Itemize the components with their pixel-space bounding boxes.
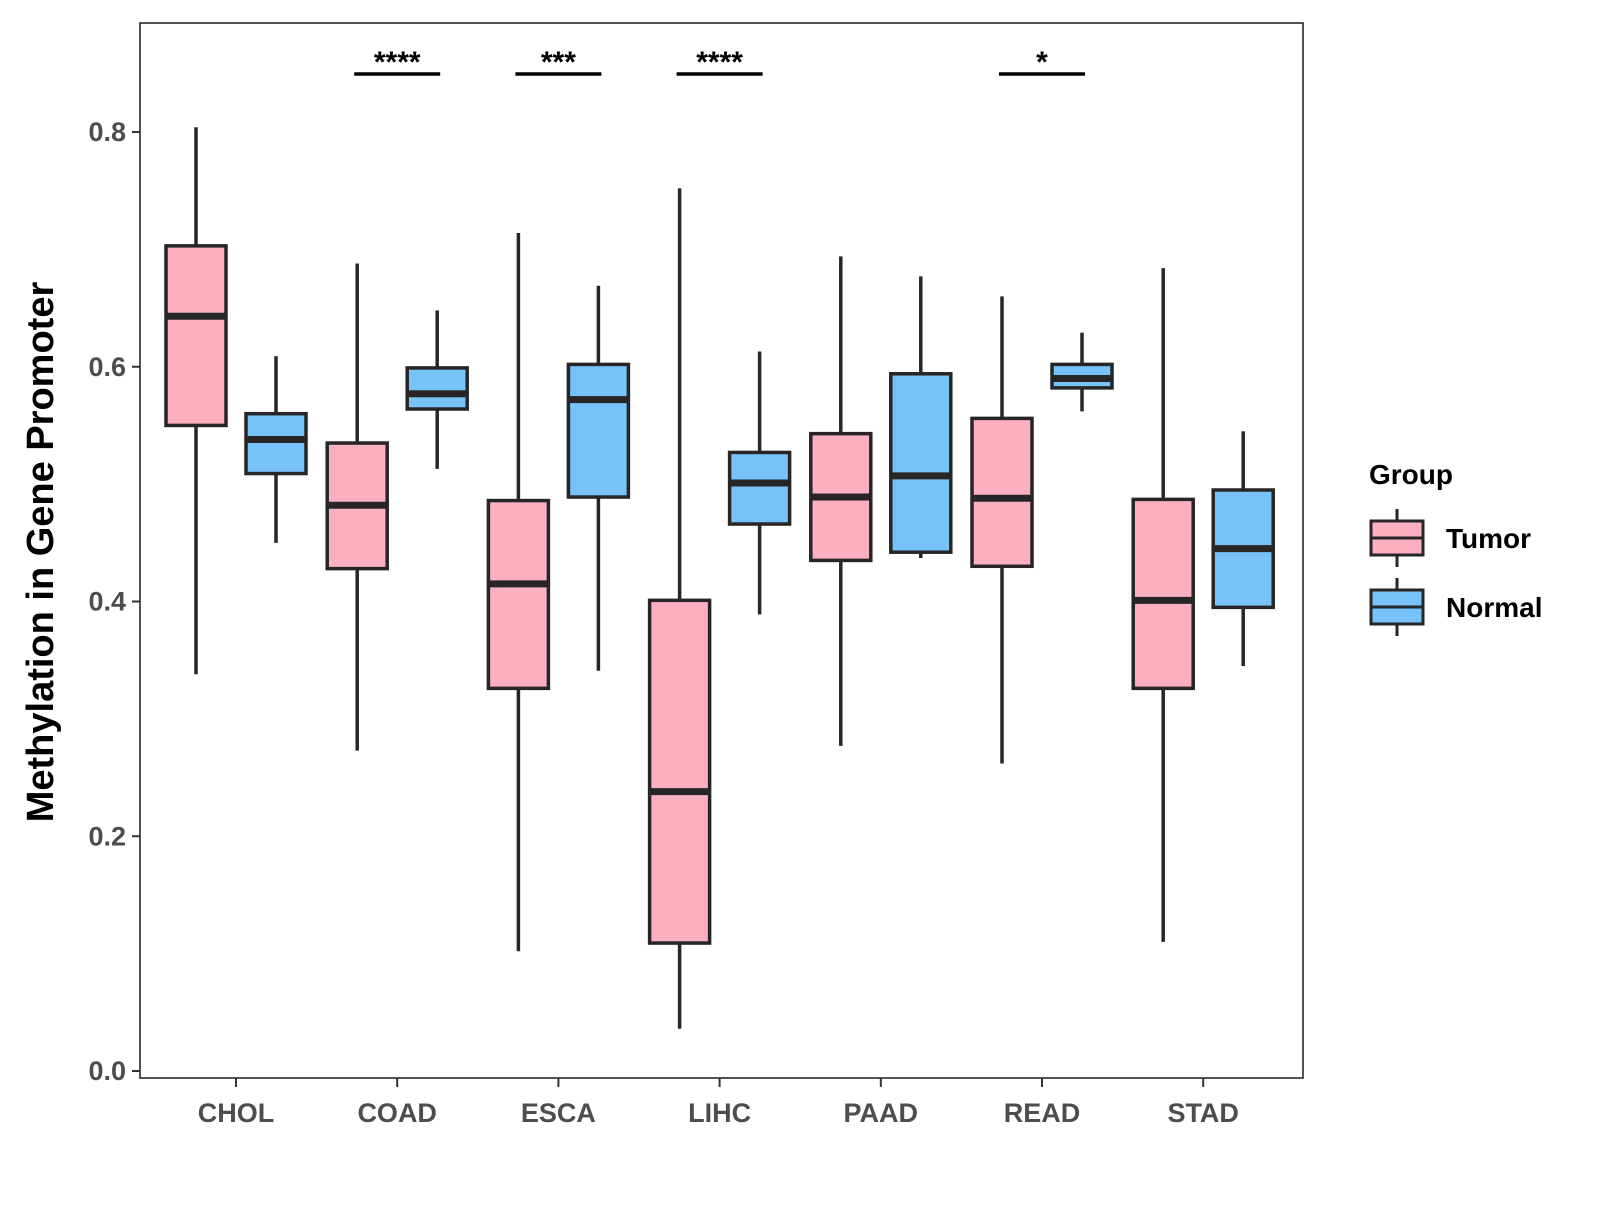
significance-esca: *** xyxy=(515,46,602,79)
x-tick-label: PAAD xyxy=(844,1098,919,1128)
significance-lihc: **** xyxy=(676,46,763,79)
legend-item-normal: Normal xyxy=(1369,578,1542,636)
significance-read: * xyxy=(999,46,1085,79)
box-normal-esca xyxy=(566,285,631,671)
legend-title: Group xyxy=(1369,459,1453,490)
y-tick-label: 0.0 xyxy=(88,1056,126,1086)
legend-label: Tumor xyxy=(1446,523,1531,554)
x-tick-label: READ xyxy=(1004,1098,1081,1128)
legend-item-tumor: Tumor xyxy=(1369,509,1531,567)
significance-label: *** xyxy=(541,46,576,79)
y-tick-label: 0.2 xyxy=(88,821,126,851)
box-tumor-coad xyxy=(325,263,389,751)
box-body xyxy=(1131,497,1195,691)
x-tick-label: ESCA xyxy=(521,1098,596,1128)
box-normal-coad xyxy=(405,310,469,469)
box-normal-paad xyxy=(889,276,953,559)
x-tick-label: LIHC xyxy=(688,1098,751,1128)
significance-label: * xyxy=(1036,46,1048,79)
box-body xyxy=(164,244,228,428)
x-axis: CHOL COAD ESCA LIHC PAAD READ STAD xyxy=(198,1078,1239,1128)
box-series xyxy=(164,127,1275,1029)
y-axis: 0.0 0.2 0.4 0.6 0.8 xyxy=(88,117,140,1086)
plot-panel-border xyxy=(139,22,1304,1079)
box-body xyxy=(486,498,551,691)
box-tumor-lihc xyxy=(647,188,712,1029)
box-body xyxy=(889,372,953,554)
box-body xyxy=(727,450,792,526)
box-body xyxy=(244,411,308,476)
y-tick-label: 0.6 xyxy=(88,352,126,382)
box-tumor-stad xyxy=(1131,268,1195,942)
y-tick-label: 0.4 xyxy=(88,587,126,617)
box-tumor-paad xyxy=(809,256,873,746)
legend: Group Tumor Normal xyxy=(1369,459,1542,636)
significance-annotations: **** *** **** * xyxy=(354,46,1085,79)
box-tumor-esca xyxy=(486,232,551,952)
box-body xyxy=(647,598,712,945)
x-tick-label: COAD xyxy=(357,1098,437,1128)
box-normal-read xyxy=(1050,332,1114,412)
significance-label: **** xyxy=(696,46,743,79)
x-tick-label: CHOL xyxy=(198,1098,275,1128)
significance-label: **** xyxy=(374,46,421,79)
box-normal-stad xyxy=(1211,431,1275,667)
x-tick-label: STAD xyxy=(1167,1098,1239,1128)
box-body xyxy=(970,416,1034,569)
box-tumor-read xyxy=(970,296,1034,764)
box-tumor-chol xyxy=(164,127,228,675)
y-axis-label: Methylation in Gene Promoter xyxy=(20,282,62,823)
box-body xyxy=(405,366,469,411)
box-normal-chol xyxy=(244,356,308,543)
y-tick-label: 0.8 xyxy=(88,117,126,147)
box-body xyxy=(566,362,631,499)
box-normal-lihc xyxy=(727,351,792,615)
legend-label: Normal xyxy=(1446,592,1542,623)
significance-coad: **** xyxy=(354,46,441,79)
